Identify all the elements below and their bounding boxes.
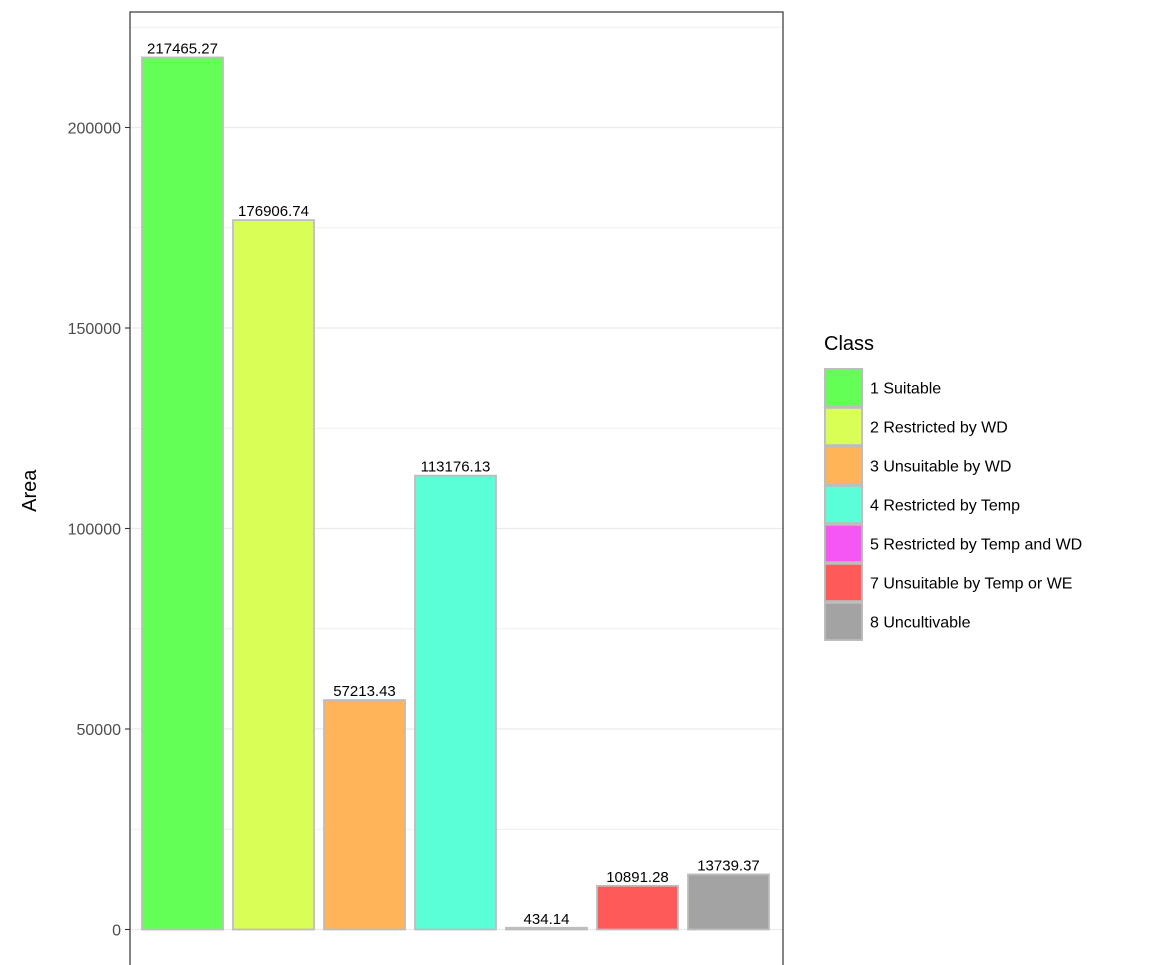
bar-3 [323, 699, 406, 931]
y-tick-label: 0 [112, 923, 121, 940]
legend-entry-label: 8 Uncultivable [870, 615, 971, 632]
y-tick-label: 150000 [68, 321, 121, 338]
plot-panel-border [129, 11, 784, 965]
bar-7 [687, 873, 770, 931]
bar-4 [414, 474, 497, 931]
legend-entry-label: 1 Suitable [870, 381, 941, 398]
legend-entry-label: 3 Unsuitable by WD [870, 459, 1011, 476]
y-tick-label: 200000 [68, 121, 121, 138]
bar-value-label: 176906.74 [238, 203, 309, 220]
bar-value-label: 13739.37 [697, 857, 760, 874]
legend-title: Class [824, 333, 874, 355]
legend-key [824, 524, 864, 564]
bar-5 [505, 926, 588, 931]
legend-entry-label: 7 Unsuitable by Temp or WE [870, 576, 1072, 593]
y-tick-label: 100000 [68, 522, 121, 539]
bar-value-label: 434.14 [524, 911, 570, 928]
bar-6 [596, 884, 679, 931]
legend-key [824, 563, 864, 603]
legend-entry-label: 4 Restricted by Temp [870, 498, 1020, 515]
legend: Class 1 Suitable 2 Restricted by WD 3 Unsu… [824, 333, 1082, 642]
bars [141, 56, 770, 931]
bar-value-label: 57213.43 [333, 683, 396, 700]
legend-key [824, 602, 864, 642]
legend-key [824, 484, 864, 524]
y-tick-label: 50000 [77, 722, 122, 739]
legend-entry-label: 5 Restricted by Temp and WD [870, 537, 1082, 554]
bar-value-label: 217465.27 [147, 40, 218, 57]
bar-1 [141, 56, 224, 931]
data-labels: 217465.27 176906.74 57213.43 113176.13 434.1… [147, 40, 760, 927]
bar-value-label: 10891.28 [606, 869, 669, 886]
legend-key [824, 445, 864, 485]
bar-2 [232, 219, 315, 931]
legend-key [824, 406, 864, 446]
y-axis: 0 50000 100000 150000 200000 [68, 121, 130, 940]
legend-entry-label: 2 Restricted by WD [870, 420, 1008, 437]
bar-value-label: 113176.13 [421, 459, 491, 476]
legend-key [824, 367, 864, 407]
y-axis-title: Area [19, 469, 41, 512]
